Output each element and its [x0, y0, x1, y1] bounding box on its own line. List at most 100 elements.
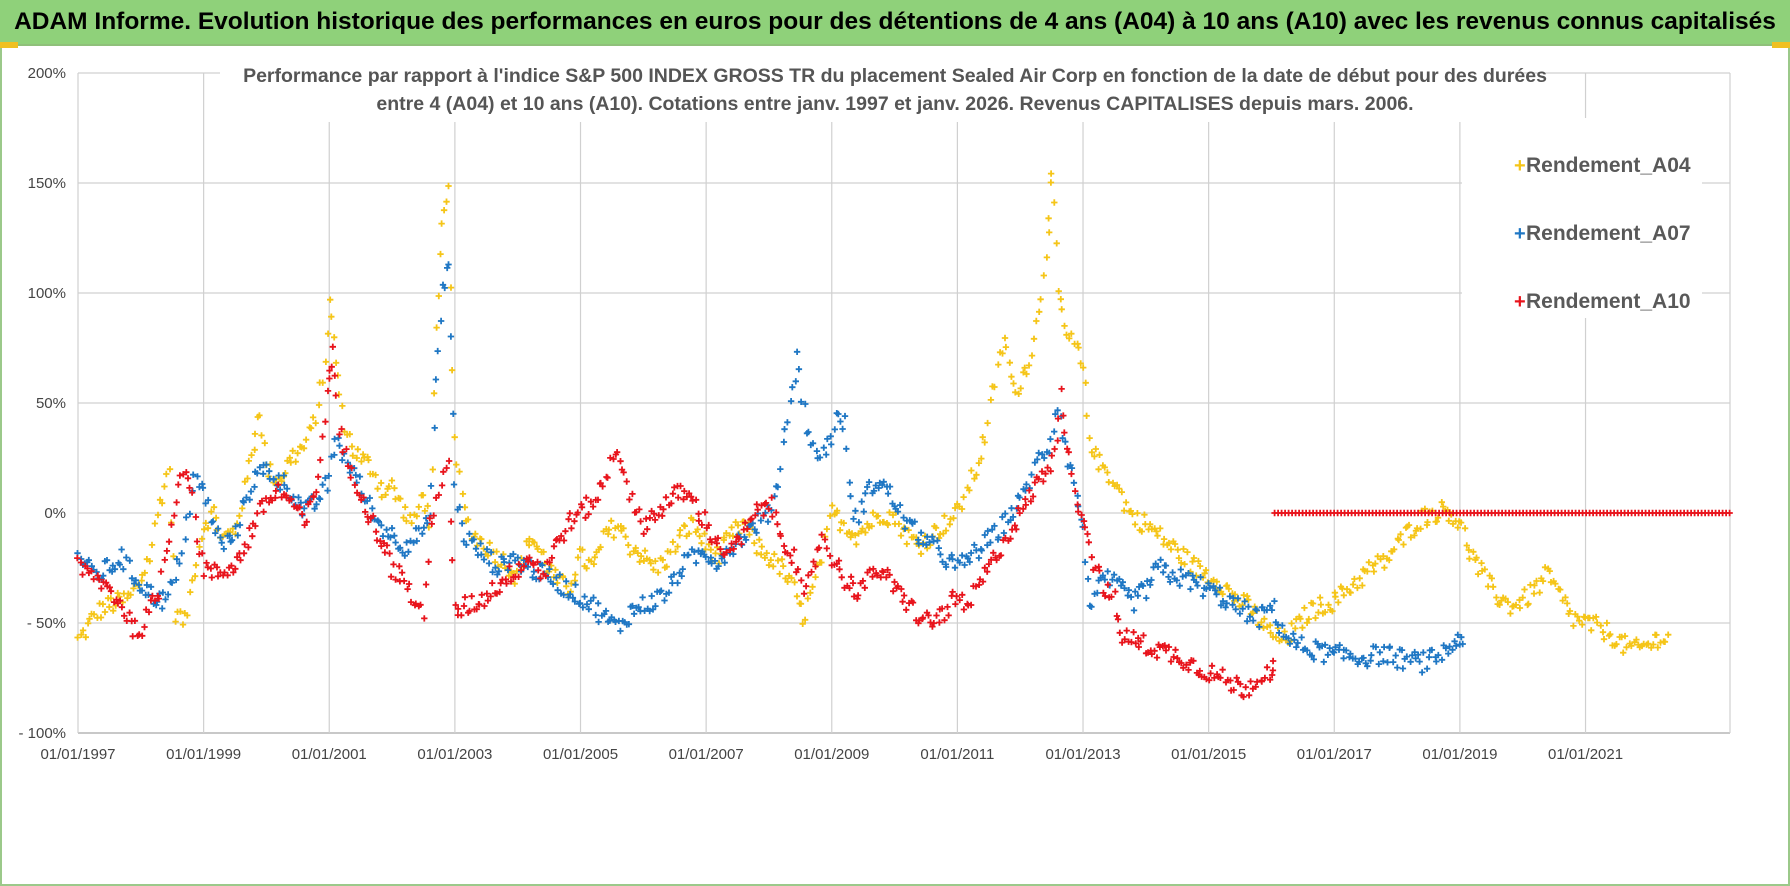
data-point — [749, 520, 756, 527]
data-point — [1607, 631, 1614, 638]
data-point — [1365, 559, 1373, 566]
data-point — [246, 496, 253, 503]
data-point — [1294, 639, 1301, 647]
data-point — [742, 519, 749, 526]
data-point — [1011, 522, 1019, 529]
data-point — [449, 557, 456, 564]
data-point — [272, 487, 280, 495]
data-point — [1143, 594, 1150, 602]
data-point — [1203, 585, 1210, 592]
data-point — [652, 557, 659, 565]
data-point — [646, 556, 653, 564]
data-point — [985, 560, 993, 568]
data-point — [1045, 215, 1052, 222]
data-point — [1536, 589, 1543, 596]
data-point — [1068, 464, 1076, 472]
data-point — [1621, 632, 1629, 640]
data-point — [610, 534, 617, 541]
data-point — [487, 549, 495, 556]
legend-marker-a10: + — [1514, 291, 1526, 313]
data-point — [338, 425, 345, 433]
data-point — [753, 550, 760, 557]
data-point — [82, 634, 89, 641]
data-point — [636, 506, 643, 513]
data-point — [1457, 519, 1465, 526]
data-point — [1021, 364, 1028, 371]
data-point — [1236, 610, 1244, 617]
data-point — [433, 324, 440, 331]
data-point — [1281, 628, 1288, 635]
scatter-chart: 200% 150% 100% 50% 0% - 50% - 100% 01/01/1997 01… — [18, 60, 1733, 763]
data-point — [451, 434, 458, 441]
data-point — [680, 496, 687, 503]
data-point — [1576, 617, 1583, 624]
data-point — [178, 550, 185, 557]
data-point — [243, 494, 250, 501]
data-point — [441, 284, 448, 292]
data-point — [1423, 665, 1431, 672]
data-point — [397, 495, 404, 502]
data-point — [377, 537, 384, 545]
data-point — [158, 500, 166, 507]
data-point — [836, 527, 844, 534]
data-point — [978, 547, 985, 554]
data-point — [1147, 581, 1154, 589]
data-point — [1035, 475, 1042, 483]
data-point — [1128, 638, 1135, 646]
data-point — [1219, 598, 1227, 605]
data-point — [1023, 481, 1030, 488]
data-point — [641, 547, 649, 554]
data-point — [288, 496, 295, 503]
data-point — [413, 513, 420, 520]
data-point — [1453, 642, 1460, 650]
data-point — [1040, 478, 1047, 485]
data-point — [1116, 629, 1123, 636]
data-point — [568, 525, 575, 532]
data-point — [1465, 546, 1472, 554]
data-point — [388, 525, 396, 532]
data-point — [507, 578, 515, 585]
data-point — [217, 534, 224, 541]
data-point — [1074, 492, 1081, 499]
data-point — [492, 564, 499, 571]
data-point — [1245, 692, 1253, 699]
data-point — [383, 542, 391, 549]
data-point — [1026, 487, 1033, 494]
data-point — [1397, 531, 1404, 538]
data-point — [1095, 466, 1102, 473]
x-tick-label: 01/01/2017 — [1297, 746, 1372, 763]
data-point — [200, 572, 207, 580]
data-point — [1502, 595, 1509, 602]
data-point — [1038, 468, 1046, 475]
data-point — [74, 554, 81, 562]
data-point — [245, 544, 252, 551]
data-point — [1246, 613, 1254, 620]
data-point — [493, 548, 500, 555]
data-point — [1088, 449, 1096, 456]
data-point — [917, 550, 925, 557]
data-point — [701, 530, 708, 537]
data-point — [909, 599, 917, 606]
data-point — [118, 604, 126, 611]
data-point — [218, 539, 225, 546]
data-point — [77, 559, 85, 566]
data-point — [698, 521, 706, 529]
data-point — [1096, 451, 1103, 458]
data-point — [141, 623, 148, 631]
data-point — [629, 490, 636, 498]
data-point — [630, 610, 638, 617]
data-point — [987, 556, 995, 563]
data-point — [354, 446, 361, 453]
data-point — [336, 442, 343, 449]
x-tick-label: 01/01/2005 — [543, 746, 618, 763]
data-point — [343, 445, 350, 453]
data-point — [847, 493, 854, 500]
data-point — [757, 551, 765, 558]
data-point — [949, 588, 956, 596]
data-point — [660, 506, 667, 513]
data-point — [1016, 494, 1023, 501]
data-point — [300, 445, 308, 452]
data-point — [873, 572, 881, 579]
data-point — [663, 563, 670, 570]
